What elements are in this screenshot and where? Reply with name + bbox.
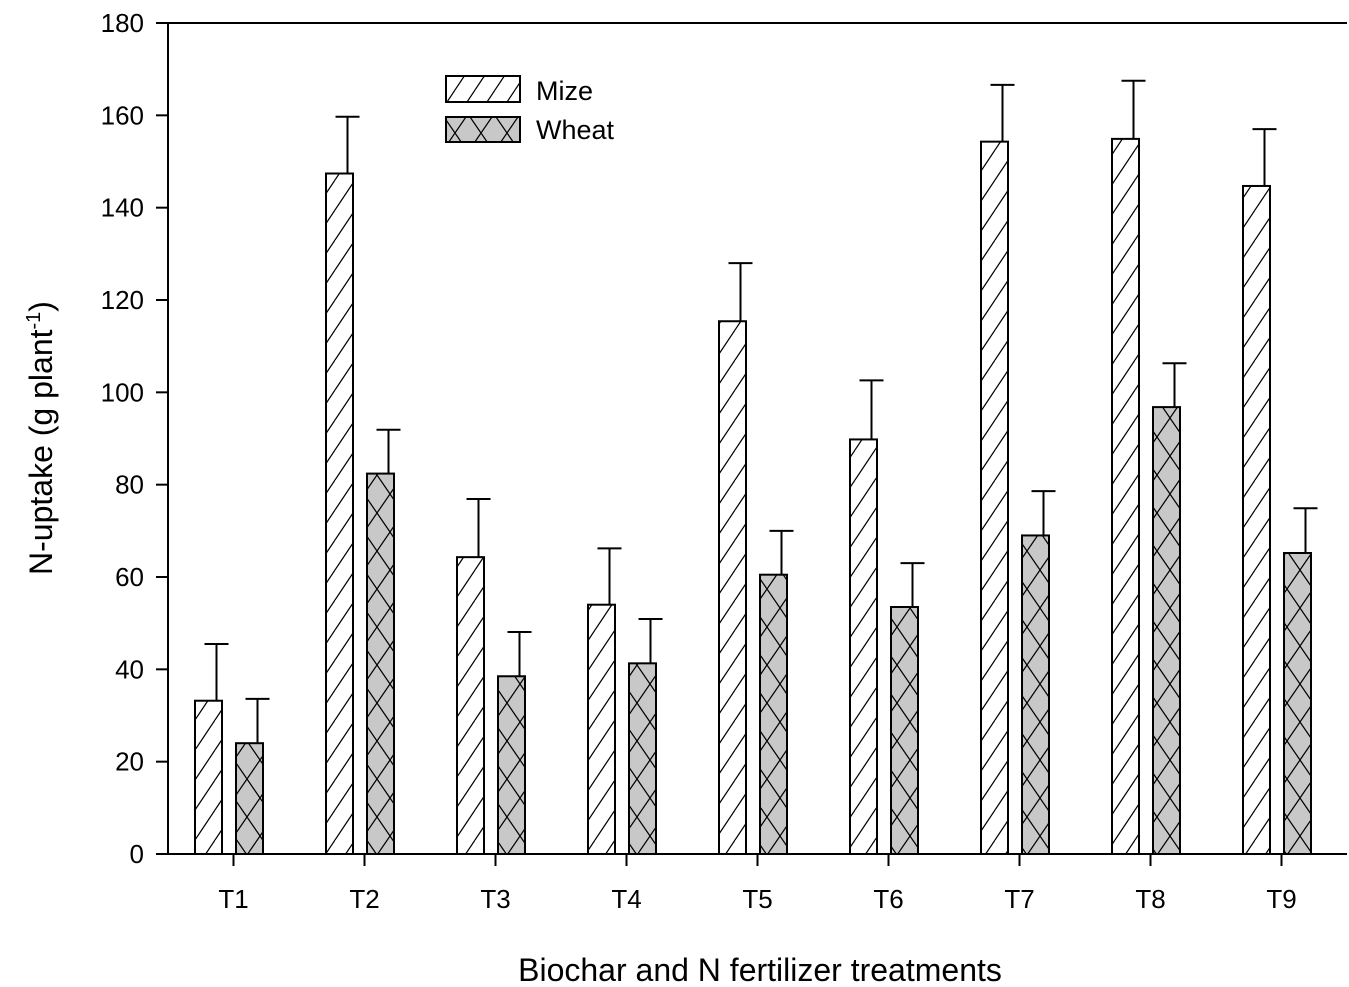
- y-tick-label: 80: [115, 470, 144, 500]
- x-tick-label: T9: [1266, 884, 1296, 914]
- bar-mize-t1: [194, 699, 223, 856]
- y-axis-ticks: 0 20 40 60 80 100 120 140 160 180: [101, 8, 168, 869]
- x-tick-label: T7: [1004, 884, 1034, 914]
- y-tick-label: 20: [115, 747, 144, 777]
- x-tick-label: T1: [218, 884, 248, 914]
- y-axis-title-superscript: -1: [23, 312, 45, 330]
- legend: Mize Wheat: [445, 75, 615, 145]
- x-tick-label: T3: [480, 884, 510, 914]
- bar-wheat-t9: [1283, 551, 1312, 855]
- x-axis-ticks: T1 T2 T3 T4 T5 T6 T7 T8 T9: [218, 854, 1297, 914]
- y-tick-label: 60: [115, 562, 144, 592]
- bar-mize-t4: [587, 603, 616, 856]
- y-tick-label: 40: [115, 654, 144, 684]
- y-axis-title-main: N-uptake (g plant: [23, 329, 59, 575]
- legend-label-mize: Mize: [536, 76, 593, 106]
- bar-series-group: [194, 137, 1312, 856]
- bar-wheat-t3: [497, 675, 526, 856]
- y-tick-label: 120: [101, 285, 144, 315]
- bar-wheat-t7: [1021, 534, 1050, 855]
- x-tick-label: T8: [1135, 884, 1165, 914]
- y-axis-title-close: ): [23, 301, 59, 312]
- legend-label-wheat: Wheat: [536, 115, 615, 145]
- y-axis-title: N-uptake (g plant-1): [23, 301, 59, 575]
- bar-wheat-t6: [890, 606, 919, 856]
- y-tick-label: 160: [101, 100, 144, 130]
- y-tick-label: 0: [130, 839, 144, 869]
- bar-wheat-t2: [366, 472, 395, 855]
- bar-mize-t8: [1111, 137, 1140, 855]
- x-axis-title: Biochar and N fertilizer treatments: [518, 952, 1002, 987]
- bar-mize-t6: [849, 438, 878, 855]
- bar-mize-t7: [980, 140, 1009, 856]
- y-tick-label: 100: [101, 377, 144, 407]
- bar-mize-t5: [718, 320, 747, 855]
- y-tick-label: 180: [101, 8, 144, 38]
- bar-wheat-t4: [628, 662, 657, 855]
- bar-mize-t9: [1242, 184, 1271, 856]
- legend-swatch-mize: [445, 75, 521, 103]
- x-tick-label: T5: [742, 884, 772, 914]
- bar-wheat-t5: [759, 573, 788, 855]
- x-tick-label: T4: [611, 884, 641, 914]
- bar-mize-t3: [456, 556, 485, 855]
- bar-wheat-t8: [1152, 406, 1181, 855]
- x-tick-label: T2: [349, 884, 379, 914]
- bar-wheat-t1: [235, 742, 264, 856]
- x-tick-label: T6: [873, 884, 903, 914]
- bar-mize-t2: [325, 172, 354, 855]
- y-tick-label: 140: [101, 193, 144, 223]
- legend-swatch-wheat: [445, 116, 521, 143]
- error-bars-group: [204, 79, 1318, 744]
